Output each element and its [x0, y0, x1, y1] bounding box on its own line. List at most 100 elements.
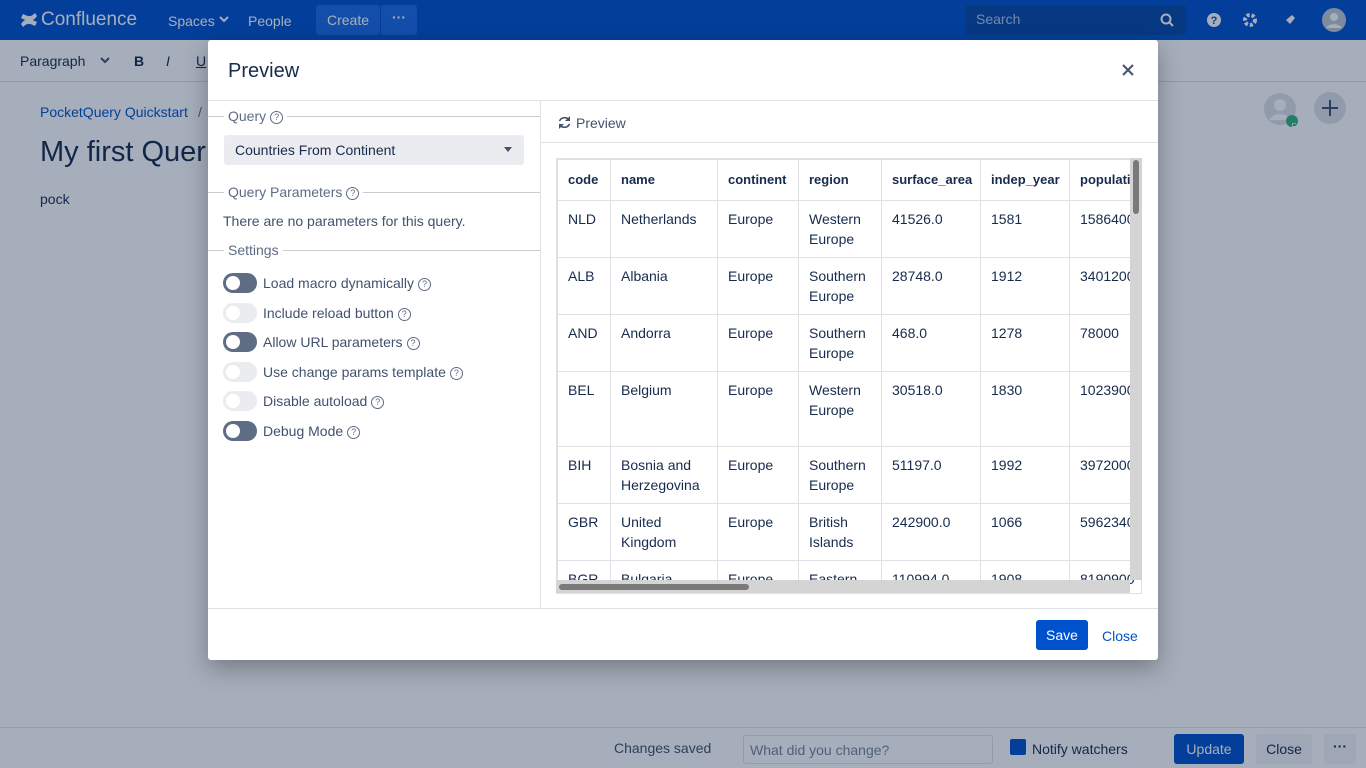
column-header[interactable]: continent: [717, 159, 799, 201]
toggle[interactable]: [223, 420, 257, 441]
column-header[interactable]: population: [1069, 159, 1141, 201]
close-editor-button[interactable]: Close: [1256, 734, 1312, 764]
query-label: Query: [228, 108, 267, 124]
underline-button[interactable]: U: [196, 53, 207, 69]
preview-dialog: Preview Query? Countries From Continent …: [208, 40, 1158, 660]
help-icon[interactable]: ?: [449, 366, 463, 380]
table-cell: Europe: [717, 257, 799, 315]
logo-text[interactable]: Confluence: [41, 9, 138, 30]
update-button[interactable]: Update: [1174, 734, 1244, 764]
setting-label: Debug Mode: [263, 422, 344, 439]
help-icon[interactable]: ?: [417, 278, 431, 291]
notify-checkbox[interactable]: [1010, 739, 1026, 755]
column-header[interactable]: indep_year: [980, 159, 1070, 201]
table-cell: AND: [557, 314, 611, 372]
spaces-menu[interactable]: Spaces: [168, 13, 215, 29]
create-button[interactable]: Create: [316, 5, 380, 35]
toggle[interactable]: [223, 361, 257, 382]
column-header[interactable]: code: [557, 159, 611, 201]
toggle[interactable]: [223, 332, 257, 352]
column-header[interactable]: surface_area: [881, 159, 981, 201]
more-button[interactable]: ···: [381, 5, 417, 35]
toggle[interactable]: [223, 391, 257, 411]
help-icon[interactable]: ?: [347, 425, 361, 439]
scroll-thumb[interactable]: [1133, 160, 1139, 214]
author-avatar[interactable]: [1263, 92, 1299, 128]
more-actions[interactable]: ···: [1324, 734, 1356, 764]
help-icon[interactable]: ?: [397, 307, 411, 321]
vertical-scrollbar[interactable]: [1130, 158, 1142, 580]
toggle-knob: [226, 364, 240, 379]
preview-button[interactable]: Preview: [576, 115, 626, 131]
table-cell: 1278: [980, 314, 1070, 372]
save-status: Changes saved: [614, 740, 712, 756]
refresh-icon[interactable]: [557, 115, 572, 130]
profile-avatar[interactable]: [1322, 8, 1346, 32]
params-label: Query Parameters: [228, 184, 343, 200]
save-button[interactable]: Save: [1036, 620, 1088, 650]
breadcrumb-separator: /: [198, 104, 202, 120]
toggle-knob: [226, 335, 240, 349]
help-icon[interactable]: ?: [406, 337, 420, 350]
params-legend: Query Parameters?: [224, 184, 364, 200]
close-button[interactable]: Close: [1102, 628, 1138, 644]
chevron: [219, 16, 229, 23]
horizontal-scrollbar[interactable]: [556, 580, 1130, 593]
table-cell: 1830: [980, 371, 1070, 447]
top-nav: Confluence Spaces People Create ··· Sear…: [0, 0, 1366, 40]
search-box[interactable]: Search: [966, 5, 1186, 35]
table-row: BIH Bosnia and Herzegovina Europe Southern …: [557, 446, 1141, 504]
help-icon[interactable]: ?: [1206, 12, 1222, 28]
format-select[interactable]: Paragraph: [20, 53, 86, 69]
column-header[interactable]: name: [610, 159, 718, 201]
query-select[interactable]: Countries From Continent: [224, 135, 524, 165]
table-cell: Southern Europe: [798, 314, 882, 372]
bottom-bar: Changes saved What did you change? Notif…: [0, 727, 1366, 768]
table-cell: Bosnia and Herzegovina: [610, 446, 718, 504]
toggle-label: Debug Mode?: [263, 422, 361, 439]
bold-button[interactable]: B: [134, 53, 145, 69]
toggle[interactable]: [223, 273, 257, 293]
breadcrumb[interactable]: PocketQuery Quickstart: [40, 104, 188, 120]
help-icon[interactable]: ?: [270, 111, 284, 124]
table-cell: 1581: [980, 200, 1070, 258]
table-row: NLD Netherlands Europe Western Europe 41526.…: [557, 200, 1141, 258]
table-cell: BEL: [557, 371, 611, 447]
table-cell: 15864000: [1069, 200, 1141, 258]
table-cell: Western Europe: [798, 200, 882, 258]
header-row: code name continent region surface_area indep…: [557, 159, 1141, 201]
dialog-close-icon[interactable]: [1121, 63, 1135, 77]
table-cell: 1992: [980, 446, 1070, 504]
table-cell: GBR: [557, 503, 611, 561]
toggle-knob: [226, 276, 240, 290]
table-cell: Europe: [717, 200, 799, 258]
table-cell: Europe: [717, 503, 799, 561]
help-icon[interactable]: ?: [346, 187, 360, 200]
toggle-label: Include reload button?: [263, 305, 411, 321]
toggle-knob: [226, 305, 240, 320]
table-cell: United Kingdom: [610, 503, 718, 561]
table-cell: Europe: [717, 314, 799, 372]
notifications-icon[interactable]: [1282, 12, 1298, 28]
settings-icon[interactable]: [1242, 12, 1258, 28]
table-cell: 78000: [1069, 314, 1141, 372]
add-button[interactable]: [1314, 92, 1346, 124]
comment-input[interactable]: What did you change?: [743, 735, 993, 764]
table-cell: 1912: [980, 257, 1070, 315]
table-cell: NLD: [557, 200, 611, 258]
column-header[interactable]: region: [798, 159, 882, 201]
people-link[interactable]: People: [248, 13, 292, 29]
scroll-thumb[interactable]: [559, 584, 749, 590]
table-cell: 59623400: [1069, 503, 1141, 561]
italic-button[interactable]: I: [166, 53, 170, 69]
preview-header: [541, 101, 1158, 143]
toggle[interactable]: [223, 302, 257, 323]
section-line: [208, 192, 540, 193]
table-cell: 30518.0: [881, 371, 981, 447]
help-icon[interactable]: ?: [371, 396, 385, 409]
table-cell: Southern Europe: [798, 257, 882, 315]
select-caret: [504, 147, 512, 152]
table-row: BEL Belgium Europe Western Europe 30518.0 183…: [557, 371, 1141, 447]
